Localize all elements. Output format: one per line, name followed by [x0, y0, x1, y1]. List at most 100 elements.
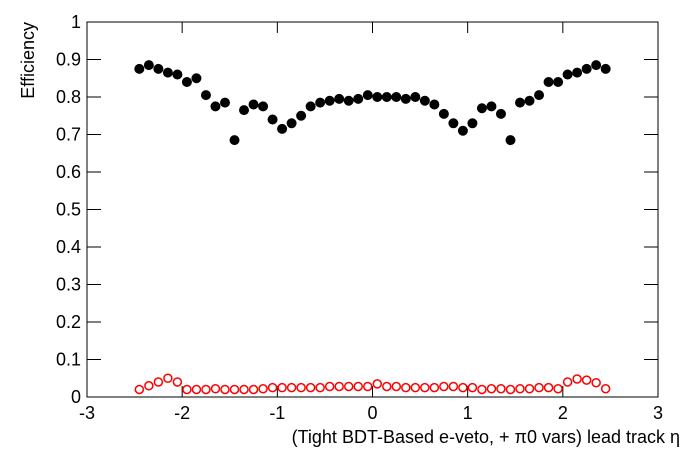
point [343, 381, 354, 392]
point [562, 69, 573, 80]
y-axis-label: Efficiency [18, 22, 38, 99]
point [229, 384, 240, 395]
point [362, 90, 373, 101]
point [315, 382, 325, 393]
point [495, 108, 506, 119]
point [153, 63, 164, 74]
point [515, 384, 525, 394]
point [296, 110, 307, 121]
point [353, 381, 363, 392]
point [181, 77, 192, 87]
point [534, 382, 544, 393]
point [572, 67, 583, 78]
point [591, 378, 601, 388]
point [477, 384, 487, 395]
point [277, 382, 287, 393]
y-tick-label: 0.3 [56, 275, 81, 295]
point [239, 384, 249, 395]
point [600, 63, 611, 74]
point [562, 377, 573, 387]
point [172, 69, 183, 80]
point [210, 101, 221, 112]
point [486, 101, 497, 112]
x-tick-label: -1 [269, 403, 285, 423]
point [505, 135, 516, 146]
point [400, 93, 411, 104]
x-tick-label: 2 [558, 403, 568, 423]
point [401, 382, 411, 393]
point [229, 135, 240, 146]
point [324, 95, 335, 106]
point [200, 90, 211, 101]
point [343, 95, 354, 106]
point [419, 95, 430, 106]
point [382, 381, 392, 392]
point [391, 92, 402, 102]
point [438, 108, 449, 119]
point [581, 375, 592, 385]
point [248, 384, 259, 395]
x-tick-label: 3 [653, 403, 663, 423]
x-tick-label: -3 [79, 403, 95, 423]
point [324, 381, 335, 392]
point [239, 105, 250, 116]
y-tick-label: 0.9 [56, 50, 81, 70]
point [581, 63, 592, 74]
point [410, 92, 421, 102]
point [372, 379, 383, 389]
point [277, 123, 288, 134]
point [219, 97, 230, 108]
point [267, 382, 278, 393]
point [572, 374, 582, 384]
point [143, 60, 154, 71]
point [543, 77, 554, 87]
point [334, 381, 344, 392]
point [191, 73, 202, 84]
point [172, 377, 183, 387]
point [534, 90, 545, 101]
y-tick-label: 0.5 [56, 200, 81, 220]
point [372, 92, 383, 102]
y-tick-label: 0.1 [56, 350, 81, 370]
point [439, 381, 449, 392]
point [162, 67, 173, 78]
point [448, 118, 459, 129]
point [553, 384, 563, 394]
point [381, 92, 392, 102]
point [134, 63, 145, 74]
point [458, 382, 468, 393]
point [600, 384, 611, 394]
x-tick-label: 0 [367, 403, 377, 423]
point [543, 382, 554, 393]
point [496, 384, 506, 394]
point [210, 384, 221, 394]
y-tick-label: 0.6 [56, 162, 81, 182]
point [153, 377, 164, 387]
point [524, 95, 535, 106]
plot-frame [86, 21, 659, 398]
point [305, 101, 316, 112]
x-tick-label: -2 [174, 403, 190, 423]
y-tick-label: 0.2 [56, 312, 81, 332]
point [144, 381, 154, 391]
point [248, 99, 259, 110]
point [182, 384, 192, 395]
point [429, 99, 440, 110]
point [286, 382, 297, 393]
point [476, 103, 487, 114]
x-tick-label: 1 [463, 403, 473, 423]
point [305, 382, 316, 393]
point [467, 382, 478, 393]
point [410, 382, 421, 393]
point [220, 384, 230, 395]
point [505, 384, 516, 395]
point [163, 373, 173, 383]
point [515, 97, 526, 108]
point [315, 97, 326, 108]
point [267, 114, 278, 125]
point [362, 381, 373, 392]
point [334, 93, 345, 104]
point [353, 93, 364, 104]
point [486, 384, 497, 394]
